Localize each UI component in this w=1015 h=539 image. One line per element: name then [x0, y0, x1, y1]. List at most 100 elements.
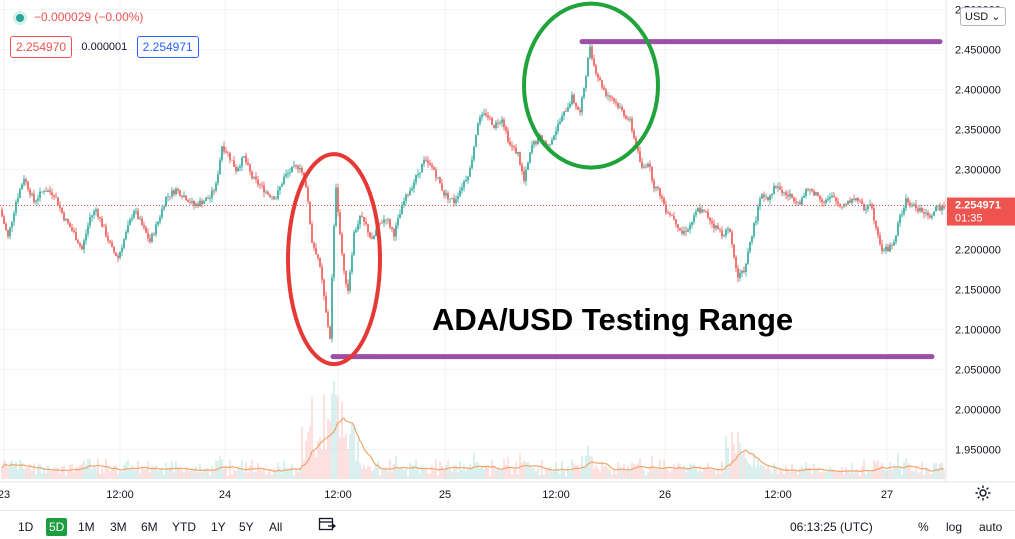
- volume-bar: [885, 470, 887, 479]
- candle-body: [353, 232, 355, 256]
- log-toggle[interactable]: log: [946, 520, 963, 534]
- volume-bar: [449, 467, 451, 479]
- volume-bar: [205, 468, 207, 479]
- volume-bar: [631, 462, 633, 479]
- candle-body: [489, 117, 491, 119]
- candle-body: [403, 201, 405, 206]
- status-dot-icon: [16, 13, 24, 22]
- price-chart[interactable]: 2.5000002.4500002.4000002.3500002.300000…: [0, 0, 1015, 510]
- range-5y-button[interactable]: 5Y: [239, 520, 254, 534]
- candle-body: [229, 152, 231, 160]
- candle-body: [301, 167, 303, 173]
- x-tick-label: 12:00: [324, 489, 352, 501]
- candle-body: [897, 223, 899, 236]
- candle-body: [851, 198, 853, 203]
- range-ytd-button[interactable]: YTD: [172, 520, 196, 534]
- calendar-range-icon[interactable]: [318, 516, 336, 532]
- volume-bar: [505, 464, 507, 479]
- bid-button[interactable]: 2.254970: [10, 36, 73, 58]
- y-tick-label: 2.050000: [955, 364, 1001, 376]
- volume-bar: [441, 466, 443, 479]
- candle-body: [601, 80, 603, 88]
- candle-body: [75, 232, 77, 241]
- candle-body: [837, 201, 839, 204]
- auto-toggle[interactable]: auto: [979, 520, 1003, 534]
- candle-body: [589, 46, 591, 58]
- volume-bar: [591, 456, 593, 479]
- volume-bar: [659, 459, 661, 479]
- volume-bar: [847, 471, 849, 479]
- volume-bar: [185, 468, 187, 479]
- candle-body: [167, 196, 169, 197]
- range-1d-button[interactable]: 1D: [18, 520, 34, 534]
- candle-body: [161, 208, 163, 218]
- range-3m-button[interactable]: 3M: [110, 520, 127, 534]
- ask-button[interactable]: 2.254971: [136, 36, 199, 58]
- volume-bar: [545, 467, 547, 479]
- volume-bar: [763, 466, 765, 479]
- volume-bar: [149, 472, 151, 479]
- candle-body: [801, 197, 803, 205]
- volume-bar: [523, 460, 525, 479]
- candle-body: [551, 139, 553, 145]
- volume-bar: [599, 470, 601, 479]
- candle-body: [241, 157, 243, 167]
- candle-body: [671, 214, 673, 216]
- volume-bar: [67, 471, 69, 479]
- volume-bar: [597, 468, 599, 479]
- volume-bar: [943, 470, 945, 479]
- candle-body: [745, 263, 747, 272]
- candle-body: [759, 198, 761, 207]
- candle-body: [555, 130, 557, 136]
- volume-bar: [525, 462, 527, 479]
- candle-body: [559, 121, 561, 124]
- volume-bar: [301, 427, 303, 479]
- volume-bar: [251, 460, 253, 479]
- volume-bar: [603, 466, 605, 479]
- candle-body: [393, 228, 395, 237]
- volume-bar: [919, 472, 921, 479]
- percent-toggle[interactable]: %: [918, 520, 929, 534]
- volume-bar: [413, 464, 415, 479]
- candle-body: [103, 226, 105, 228]
- volume-bar: [425, 467, 427, 479]
- range-5d-button[interactable]: 5D: [46, 518, 68, 536]
- range-6m-button[interactable]: 6M: [141, 520, 158, 534]
- volume-bar: [393, 463, 395, 479]
- candle-body: [333, 225, 335, 278]
- volume-bar: [533, 467, 535, 479]
- candle-body: [603, 87, 605, 90]
- candle-body: [741, 270, 743, 274]
- currency-selector[interactable]: USD ⌄: [960, 7, 1006, 26]
- volume-bar: [197, 472, 199, 479]
- volume-bar: [87, 458, 89, 479]
- volume-bar: [147, 461, 149, 479]
- candle-body: [249, 164, 251, 172]
- candle-body: [701, 209, 703, 213]
- volume-bar: [267, 472, 269, 479]
- candle-body: [199, 200, 201, 207]
- utc-clock[interactable]: 06:13:25 (UTC): [790, 520, 873, 534]
- candle-body: [255, 176, 257, 180]
- candle-body: [1, 209, 3, 217]
- candle-body: [71, 227, 73, 231]
- candle-body: [605, 89, 607, 96]
- volume-bar: [901, 474, 903, 479]
- candle-body: [87, 225, 89, 234]
- gear-icon[interactable]: [974, 484, 992, 502]
- volume-bar: [855, 469, 857, 479]
- range-1y-button[interactable]: 1Y: [211, 520, 226, 534]
- candle-body: [283, 176, 285, 185]
- volume-bar: [297, 471, 299, 479]
- volume-bar: [883, 468, 885, 479]
- volume-bar: [367, 465, 369, 479]
- volume-bar: [495, 469, 497, 479]
- candle-body: [35, 200, 37, 202]
- range-all-button[interactable]: All: [269, 520, 283, 534]
- candle-body: [195, 203, 197, 206]
- volume-bar: [231, 474, 233, 479]
- candle-body: [323, 279, 325, 296]
- range-1m-button[interactable]: 1M: [78, 520, 95, 534]
- volume-bar: [365, 469, 367, 479]
- volume-bar: [9, 461, 11, 479]
